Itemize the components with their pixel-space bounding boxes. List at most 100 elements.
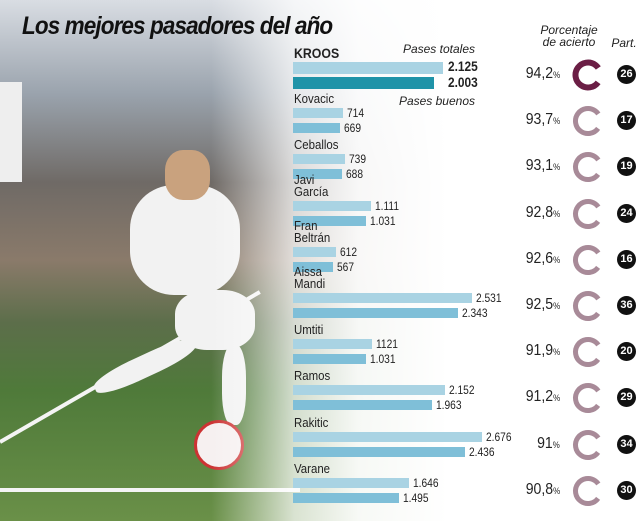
accuracy-number: 91 xyxy=(537,434,553,452)
player-name: Ceballos xyxy=(294,137,339,153)
accuracy-value: 91,9% xyxy=(526,342,560,360)
matches-badge: 24 xyxy=(617,203,636,223)
accuracy-ring xyxy=(572,290,604,322)
accuracy-number: 94,2 xyxy=(525,65,553,82)
bar-total xyxy=(293,293,472,303)
accuracy-number: 90,8 xyxy=(525,480,553,498)
accuracy-ring xyxy=(572,105,604,137)
player-name: Fran Beltrán xyxy=(294,217,331,245)
accuracy-value: 93,7% xyxy=(526,111,560,129)
page-title: Los mejores pasadores del año xyxy=(22,12,333,40)
accuracy-value: 91,2% xyxy=(526,388,560,406)
accuracy-value: 92,8% xyxy=(526,204,560,222)
player-name: Rakitic xyxy=(294,414,329,430)
bar-good xyxy=(293,77,435,89)
percent-sign: % xyxy=(552,116,560,127)
ring-icon xyxy=(573,152,603,183)
percent-sign: % xyxy=(552,208,560,219)
header-total: Pases totales xyxy=(402,42,475,56)
matches-badge: 29 xyxy=(617,388,636,408)
accuracy-ring xyxy=(572,151,604,183)
accuracy-ring xyxy=(572,429,604,461)
value-total: 714 xyxy=(347,106,365,121)
player-name: Umtiti xyxy=(294,322,324,338)
player-name: KROOS xyxy=(294,45,340,61)
accuracy-ring xyxy=(572,475,604,507)
accuracy-ring xyxy=(572,198,604,230)
ring-icon xyxy=(573,429,603,460)
bar-good xyxy=(293,308,459,318)
value-good: 1.963 xyxy=(435,398,462,413)
ring-icon xyxy=(573,475,603,506)
value-good: 1.495 xyxy=(402,490,429,505)
accuracy-number: 93,1 xyxy=(525,157,553,175)
value-total: 1121 xyxy=(376,337,399,352)
accuracy-value: 94,2% xyxy=(526,65,560,83)
accuracy-number: 92,8 xyxy=(525,203,553,221)
bar-good xyxy=(293,354,366,365)
accuracy-ring xyxy=(572,59,604,91)
value-good: 1.031 xyxy=(369,213,396,228)
bar-good xyxy=(293,446,466,457)
percent-sign: % xyxy=(552,254,560,265)
value-total: 612 xyxy=(340,244,358,259)
value-total: 1.111 xyxy=(375,198,400,213)
player-name: Javi García xyxy=(294,171,329,199)
matches-badge: 26 xyxy=(617,65,636,84)
matches-badge: 17 xyxy=(617,111,636,131)
player-name: Kovacic xyxy=(294,91,335,107)
header-matches: Part. xyxy=(611,36,637,50)
accuracy-ring xyxy=(572,382,604,414)
percent-sign: % xyxy=(552,162,560,173)
accuracy-value: 92,5% xyxy=(526,296,560,314)
header-accuracy: Porcentaje de acierto xyxy=(540,23,598,49)
matches-badge: 34 xyxy=(617,434,636,454)
bar-total xyxy=(293,200,372,211)
matches-badge: 16 xyxy=(617,249,636,269)
player-name: Aissa Mandi xyxy=(294,264,326,291)
ring-icon xyxy=(573,291,603,321)
bar-good xyxy=(293,261,334,272)
value-total: 739 xyxy=(349,152,367,167)
matches-badge: 30 xyxy=(617,480,636,500)
value-total: 2.152 xyxy=(448,383,475,398)
accuracy-ring xyxy=(572,336,604,368)
percent-sign: % xyxy=(552,301,560,311)
accuracy-value: 91% xyxy=(537,435,560,453)
bar-total xyxy=(293,246,337,257)
value-total: 2.531 xyxy=(475,291,502,305)
ring-icon xyxy=(573,383,603,414)
ring-icon xyxy=(573,244,603,275)
ring-icon xyxy=(572,59,604,91)
percent-sign: % xyxy=(552,347,560,358)
percent-sign: % xyxy=(552,70,560,80)
bar-good xyxy=(293,215,366,226)
percent-sign: % xyxy=(552,485,560,496)
accuracy-number: 92,6 xyxy=(525,249,553,267)
percent-sign: % xyxy=(552,393,560,404)
value-good: 2.003 xyxy=(448,74,478,90)
header-good: Pases buenos xyxy=(398,94,475,108)
accuracy-number: 92,5 xyxy=(525,296,553,313)
bar-total xyxy=(293,108,344,119)
bar-total xyxy=(293,431,482,442)
value-total: 1.646 xyxy=(413,475,439,490)
accuracy-number: 93,7 xyxy=(525,111,553,129)
accuracy-number: 91,2 xyxy=(525,388,553,406)
accuracy-number: 91,9 xyxy=(525,342,553,360)
accuracy-value: 92,6% xyxy=(526,250,560,268)
value-good: 2.436 xyxy=(469,444,495,459)
bar-good xyxy=(293,492,399,503)
value-good: 1.031 xyxy=(369,352,396,367)
ring-icon xyxy=(573,198,603,229)
player-name: Ramos xyxy=(294,368,331,384)
value-total: 2.125 xyxy=(448,58,478,74)
ring-icon xyxy=(573,337,603,368)
value-good: 669 xyxy=(344,121,362,136)
player-name: Varane xyxy=(294,460,331,476)
bar-good xyxy=(293,400,432,411)
bar-good xyxy=(293,123,341,134)
matches-badge: 19 xyxy=(617,157,636,177)
matches-badge: 36 xyxy=(617,296,636,315)
ring-icon xyxy=(573,106,603,137)
